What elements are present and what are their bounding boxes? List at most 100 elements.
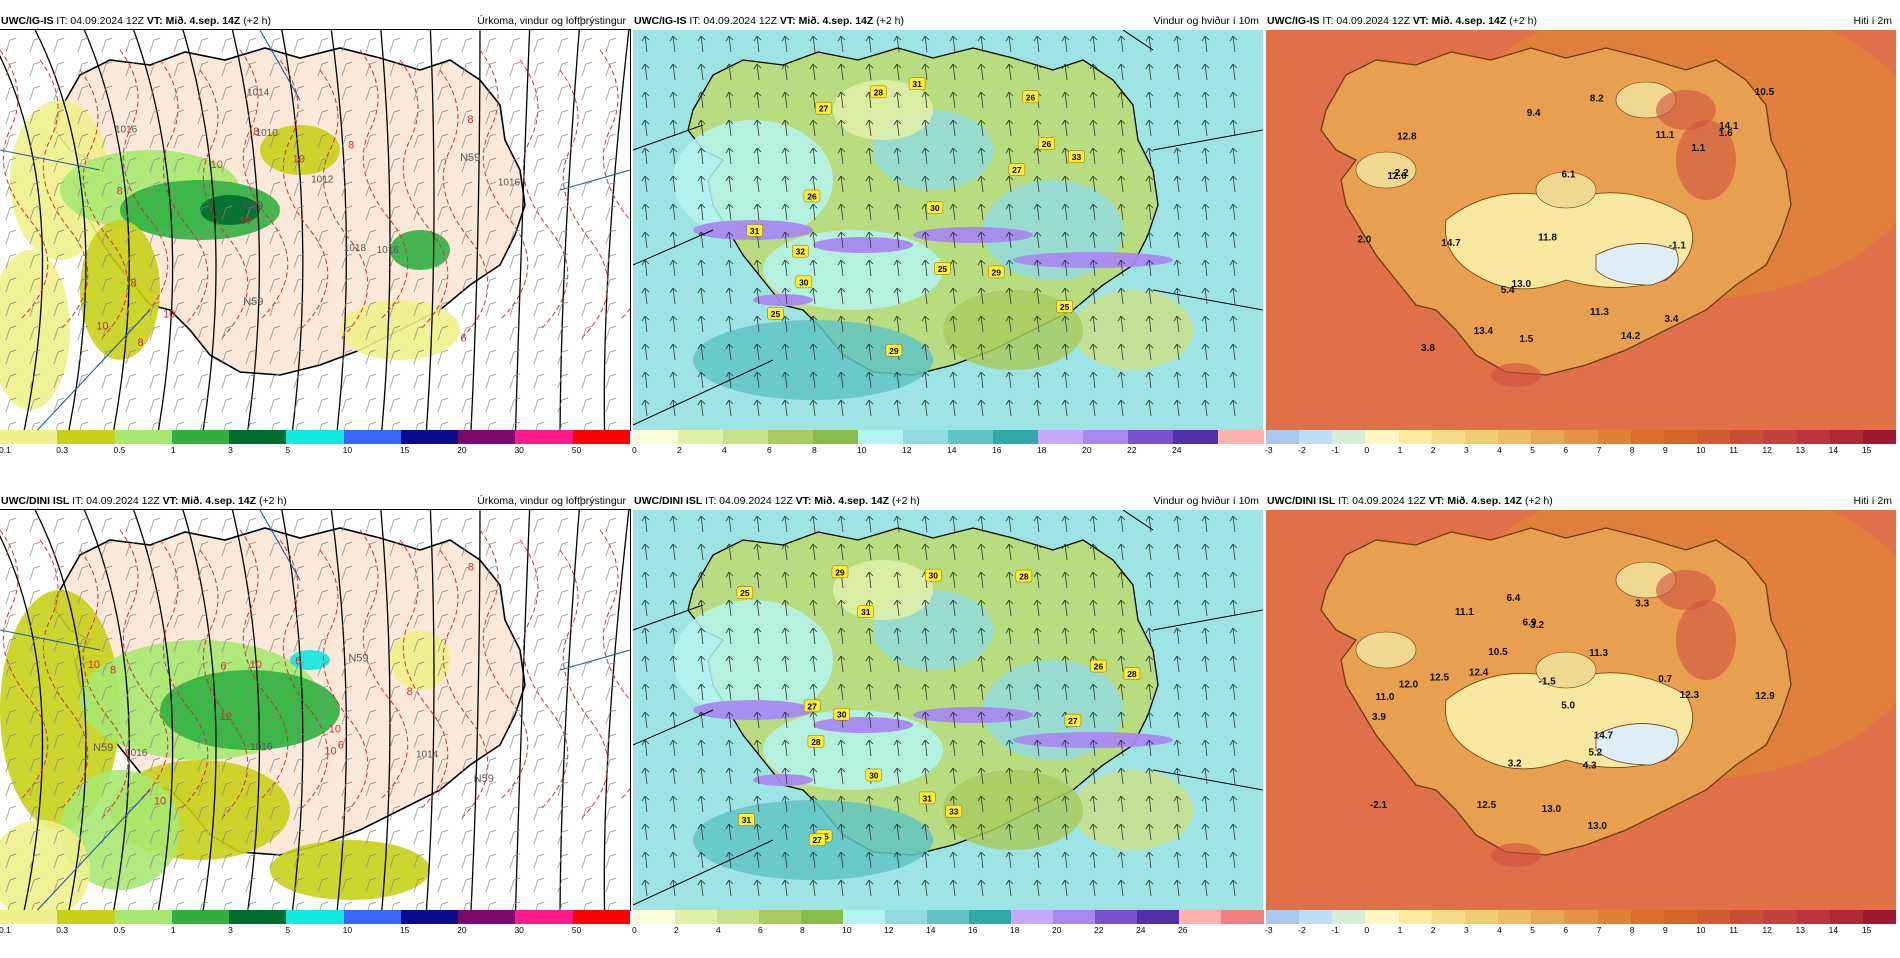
wind-barb bbox=[581, 517, 593, 533]
wind-arrow bbox=[641, 627, 650, 645]
wind-barb bbox=[605, 133, 617, 149]
wind-arrow bbox=[1117, 35, 1126, 53]
wind-barb bbox=[461, 133, 473, 149]
precip-area bbox=[270, 840, 430, 900]
wind-barb bbox=[605, 517, 617, 533]
colorbar-swatch bbox=[1299, 430, 1333, 444]
wind-barb bbox=[197, 853, 209, 869]
wind-arrow bbox=[669, 515, 678, 533]
wind-barb bbox=[125, 541, 137, 557]
wind-arrow bbox=[753, 823, 762, 841]
wind-barb bbox=[341, 853, 353, 869]
wind-barb bbox=[365, 853, 377, 869]
wind-arrow bbox=[1089, 795, 1098, 813]
wind-barb bbox=[5, 805, 17, 821]
wind-barb bbox=[149, 133, 161, 149]
gust-area bbox=[693, 700, 813, 720]
wind-arrow bbox=[921, 119, 930, 137]
wind-barb bbox=[29, 397, 41, 413]
wind-arrow bbox=[1229, 63, 1238, 81]
colorbar-tick-label: 10 bbox=[842, 925, 852, 935]
temperature-contour bbox=[519, 59, 569, 331]
colorbar-tick-label: 6 bbox=[767, 445, 772, 455]
wind-barb bbox=[221, 517, 233, 533]
value-label: N59 bbox=[348, 652, 368, 664]
wind-barb bbox=[415, 901, 425, 910]
wind-arrow bbox=[781, 91, 790, 109]
wind-arrow bbox=[893, 91, 902, 109]
wind-arrow bbox=[1117, 543, 1126, 561]
wind-barb bbox=[461, 661, 473, 677]
wind-barb bbox=[509, 853, 521, 869]
wind-speed-area bbox=[1073, 290, 1193, 370]
colorbar: -3 -2 -1 0 1 2 3 4 5 6 7 8 9 10 11 12 13 14 15 bbox=[1265, 430, 1897, 458]
wind-barb bbox=[413, 85, 425, 101]
wind-arrow bbox=[1229, 231, 1238, 249]
wind-barb bbox=[557, 613, 569, 629]
wind-arrow bbox=[1005, 175, 1014, 193]
wind-barb bbox=[269, 853, 281, 869]
wind-barb bbox=[437, 781, 449, 797]
wind-arrow bbox=[669, 371, 678, 389]
wind-barb bbox=[29, 685, 41, 701]
graticule-line bbox=[633, 229, 714, 266]
valid-time-label: VT: bbox=[1412, 15, 1429, 27]
wind-barb bbox=[341, 37, 353, 53]
wind-barb bbox=[149, 733, 161, 749]
svg-text:27: 27 bbox=[807, 701, 817, 711]
wind-arrow bbox=[725, 259, 734, 277]
temperature-contour bbox=[479, 529, 529, 801]
wind-barb bbox=[509, 37, 521, 53]
wind-barb bbox=[127, 421, 137, 430]
wind-arrow bbox=[837, 119, 846, 137]
cool-area bbox=[1355, 631, 1417, 669]
wind-barb bbox=[197, 181, 209, 197]
wind-barb bbox=[365, 397, 377, 413]
wind-arrow bbox=[977, 851, 986, 869]
wind-barb bbox=[269, 565, 281, 581]
wind-barb bbox=[437, 685, 449, 701]
wind-barb bbox=[533, 541, 545, 557]
wind-arrow bbox=[1229, 711, 1238, 729]
wind-arrow bbox=[893, 571, 902, 589]
colorbar-tick-label: -1 bbox=[1331, 445, 1339, 455]
svg-text:10: 10 bbox=[154, 796, 166, 808]
wind-barb bbox=[581, 253, 593, 269]
wind-barb bbox=[389, 637, 401, 653]
isobar bbox=[425, 510, 435, 910]
wind-arrow bbox=[1005, 119, 1014, 137]
wind-arrow bbox=[1117, 175, 1126, 193]
wind-barb bbox=[173, 301, 185, 317]
wind-barb bbox=[53, 781, 65, 797]
wind-barb bbox=[173, 733, 185, 749]
wind-barb bbox=[509, 325, 521, 341]
colorbar-tick-label: -2 bbox=[1298, 445, 1306, 455]
wind-barb bbox=[413, 277, 425, 293]
wind-arrow bbox=[1061, 515, 1070, 533]
wind-barb bbox=[605, 181, 617, 197]
wind-arrow bbox=[1033, 175, 1042, 193]
colorbar-tick-label: 15 bbox=[1861, 445, 1872, 455]
wind-barb bbox=[5, 709, 17, 725]
wind-arrow bbox=[1173, 35, 1182, 53]
wind-barb bbox=[389, 157, 401, 173]
value-label: -1.5 bbox=[1538, 676, 1556, 687]
wind-arrow bbox=[725, 627, 734, 645]
wind-arrow bbox=[669, 259, 678, 277]
svg-text:-1.5: -1.5 bbox=[1538, 676, 1556, 687]
wind-barb bbox=[29, 205, 41, 221]
wind-arrow bbox=[1089, 683, 1098, 701]
colorbar-swatch bbox=[1266, 910, 1300, 924]
wind-barb bbox=[53, 613, 65, 629]
value-label: 30 bbox=[926, 201, 944, 214]
wind-barb bbox=[173, 517, 185, 533]
wind-arrow bbox=[1033, 543, 1042, 561]
wind-barb bbox=[245, 829, 257, 845]
colorbar-tick-label: 0.5 bbox=[113, 925, 126, 935]
wind-barb bbox=[605, 277, 617, 293]
wind-arrow bbox=[641, 231, 650, 249]
wind-arrow bbox=[1229, 315, 1238, 333]
svg-text:12.5: 12.5 bbox=[1477, 800, 1497, 811]
svg-text:27: 27 bbox=[819, 104, 829, 114]
wind-arrow bbox=[697, 399, 706, 417]
